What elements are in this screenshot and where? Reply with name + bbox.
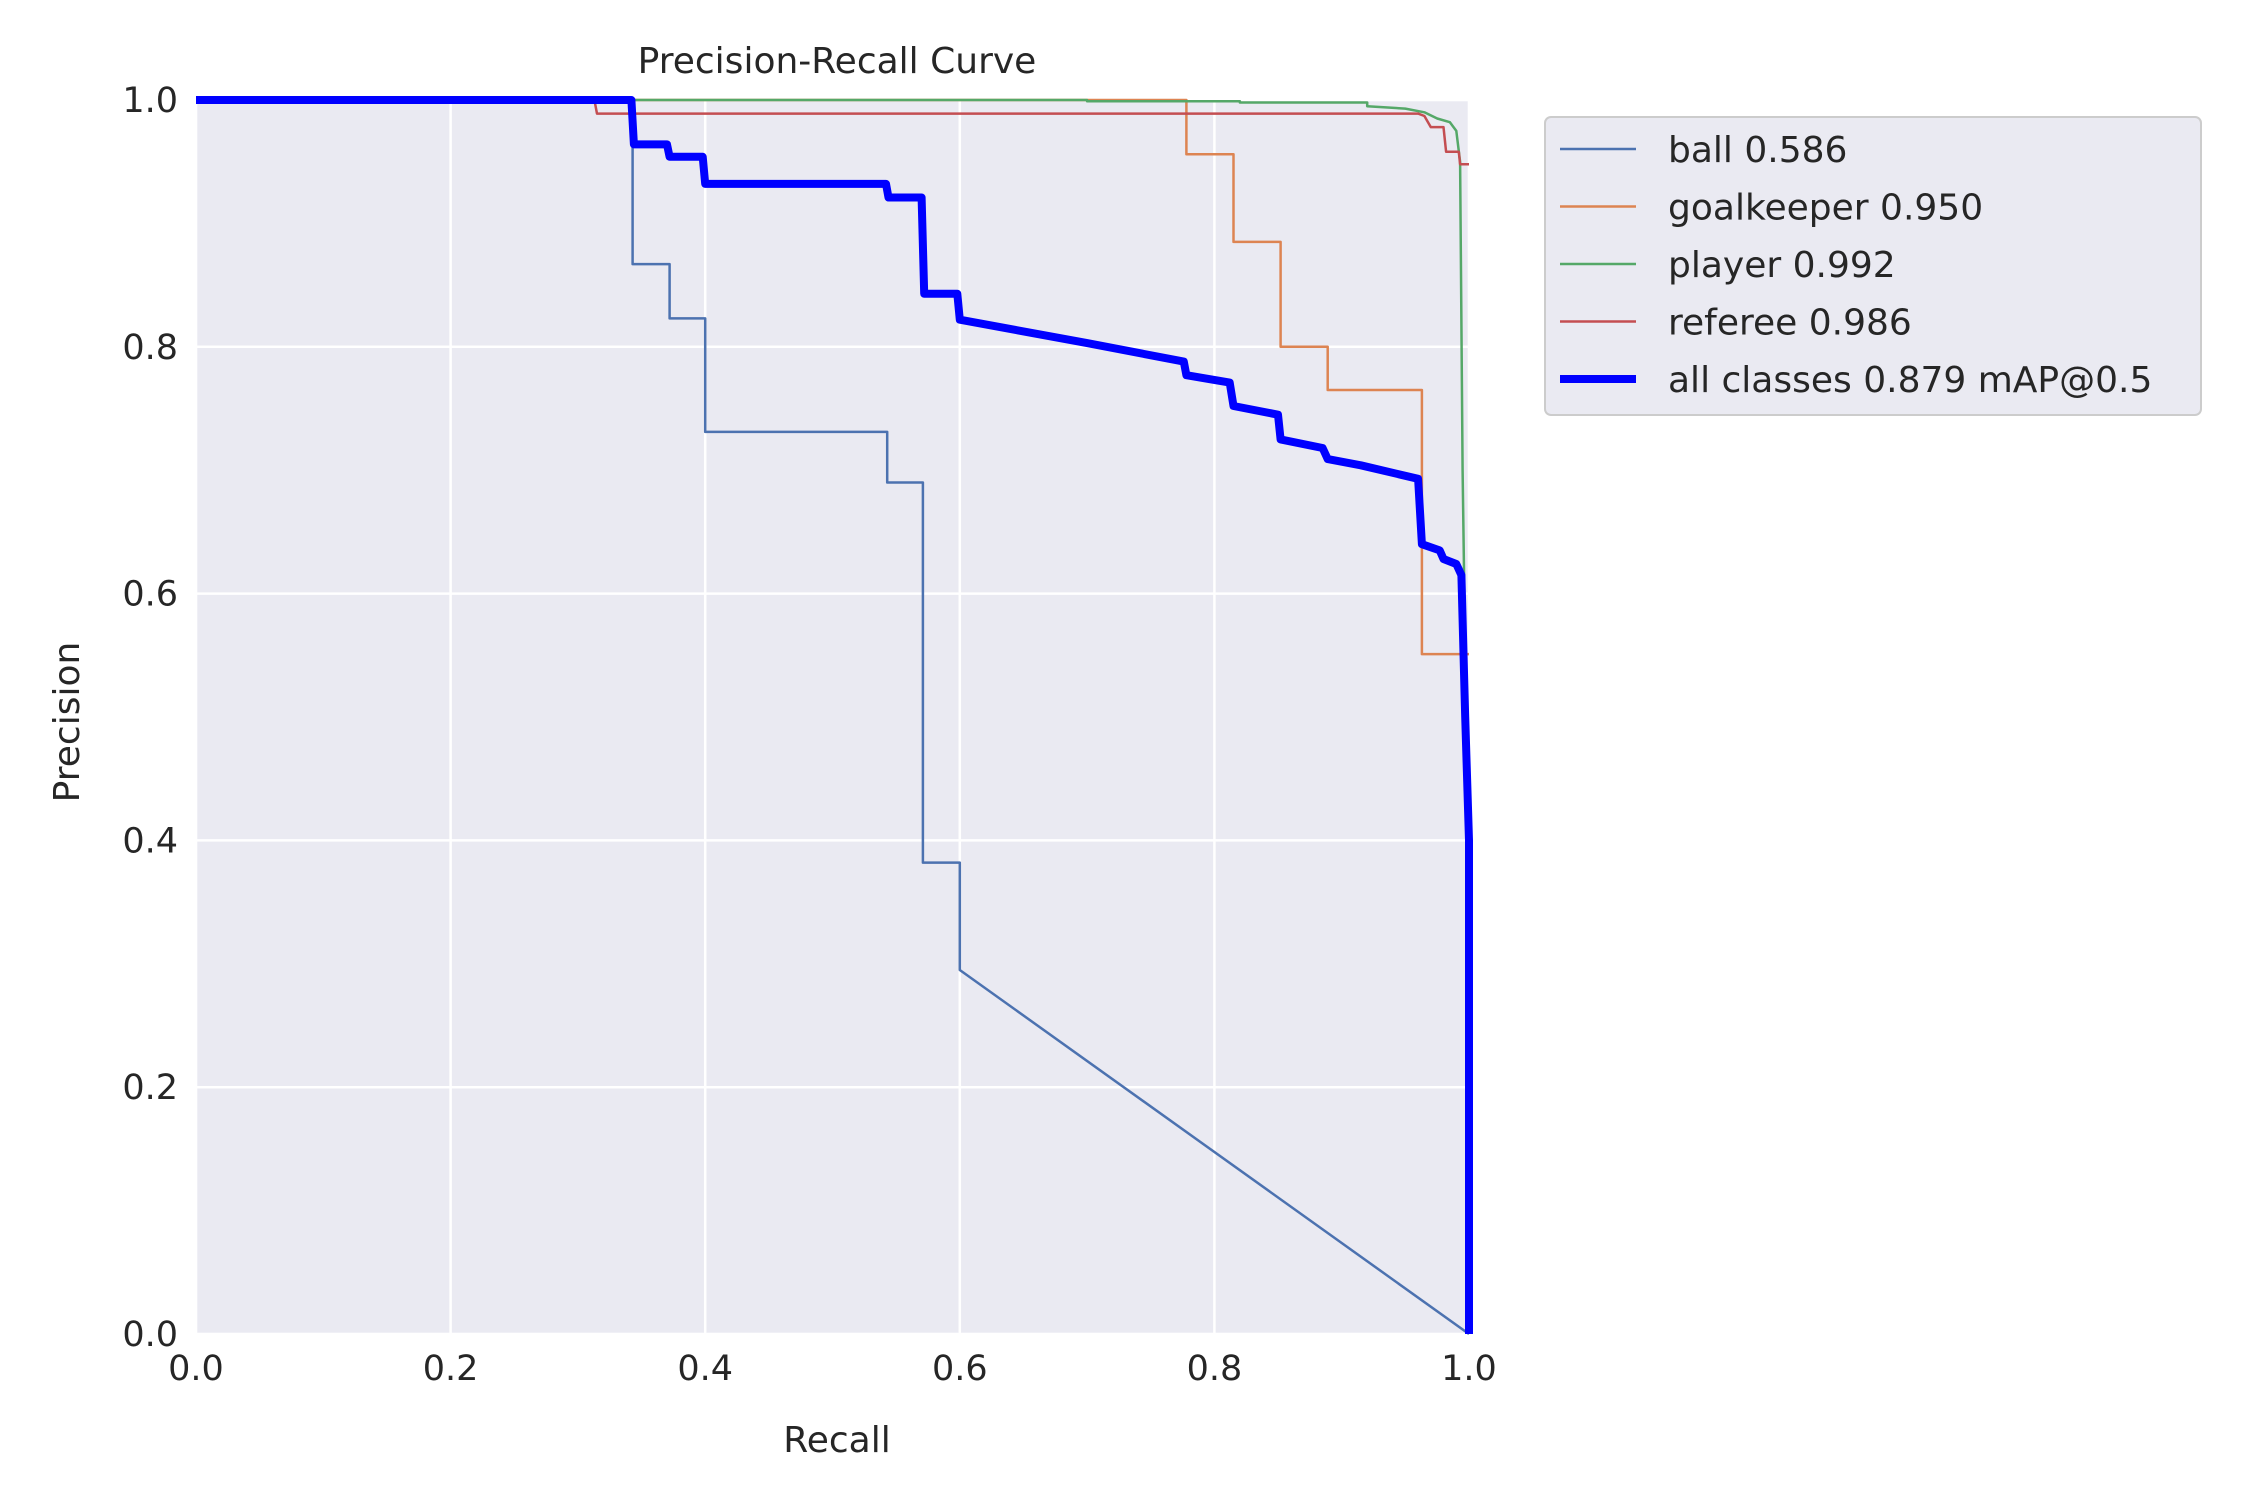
x-tick-label: 0.0: [168, 1349, 224, 1389]
series-line-1: [196, 98, 1469, 656]
legend-frame: [1544, 116, 2202, 416]
y-axis-ticks: 0.0 0.2 0.4 0.6 0.8 1.0: [122, 81, 178, 1355]
x-tick-label: 0.2: [423, 1349, 479, 1389]
series-line-4: [196, 96, 1473, 1334]
y-tick-label: 0.8: [122, 328, 178, 368]
chart-title: Precision-Recall Curve: [638, 41, 1037, 82]
series-line-0: [196, 98, 1470, 1336]
y-tick-label: 0.0: [122, 1315, 178, 1355]
series-lines: [196, 96, 1473, 1336]
legend-label-2: player 0.992: [1668, 245, 1896, 286]
legend-label-4: all classes 0.879 mAP@0.5: [1668, 360, 2152, 401]
y-tick-label: 0.4: [122, 821, 178, 861]
legend-label-3: referee 0.986: [1668, 303, 1912, 344]
x-tick-label: 1.0: [1441, 1349, 1497, 1389]
legend: ball 0.586 goalkeeper 0.950 player 0.992 re…: [1544, 116, 2202, 416]
series-line-2: [196, 98, 1471, 841]
legend-label-0: ball 0.586: [1668, 130, 1847, 171]
y-tick-label: 1.0: [122, 81, 178, 121]
y-tick-label: 0.2: [122, 1068, 178, 1108]
x-axis-ticks: 0.0 0.2 0.4 0.6 0.8 1.0: [168, 1349, 1497, 1389]
x-tick-label: 0.6: [932, 1349, 988, 1389]
x-tick-label: 0.8: [1187, 1349, 1243, 1389]
x-tick-label: 0.4: [677, 1349, 733, 1389]
y-tick-label: 0.6: [122, 575, 178, 615]
y-axis-label: Precision: [47, 642, 88, 803]
plot-background: [196, 100, 1469, 1334]
legend-label-1: goalkeeper 0.950: [1668, 188, 1983, 229]
series-line-3: [196, 98, 1469, 166]
x-axis-label: Recall: [783, 1420, 890, 1461]
